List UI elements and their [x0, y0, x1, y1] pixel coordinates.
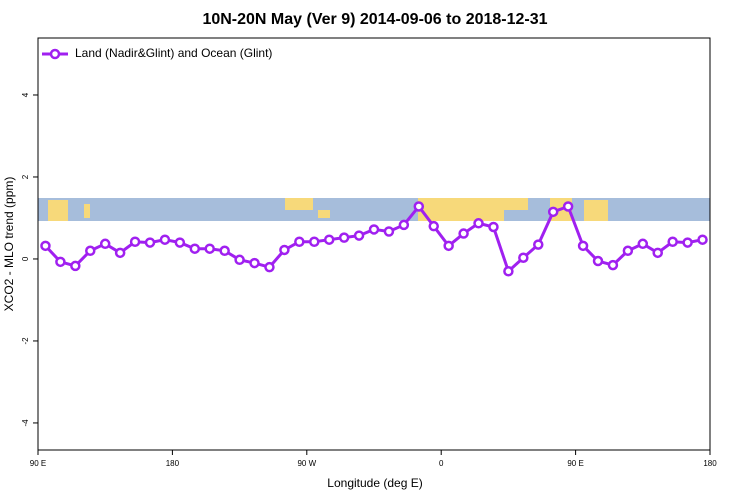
data-point [592, 255, 604, 267]
data-point [622, 245, 634, 257]
data-point [547, 206, 559, 218]
data-point [562, 201, 574, 212]
data-point [518, 252, 529, 263]
data-point [473, 218, 484, 229]
data-point [85, 245, 96, 257]
y-tick-label: -4 [21, 419, 30, 427]
data-point [219, 245, 230, 257]
data-point [99, 238, 111, 250]
x-tick-label: 90 E [567, 459, 583, 468]
data-point [174, 237, 186, 248]
data-point [40, 240, 51, 252]
data-point [697, 234, 708, 245]
land [584, 200, 608, 221]
land [418, 198, 504, 221]
data-point [129, 236, 141, 247]
ocean [38, 198, 710, 221]
y-axis-label: XCO2 - MLO trend (ppm) [2, 177, 16, 312]
data-point [249, 257, 260, 269]
legend-label: Land (Nadir&Glint) and Ocean (Glint) [75, 46, 272, 60]
data-point [264, 261, 275, 273]
data-point [398, 219, 410, 231]
plot-frame [37, 37, 711, 451]
data-point [428, 220, 439, 232]
y-tick-label: 2 [21, 174, 30, 179]
data-point [682, 237, 693, 248]
land [285, 198, 313, 210]
data-point [353, 230, 365, 241]
data-point [667, 236, 678, 247]
data-point [607, 259, 619, 271]
legend-marker [49, 48, 61, 60]
y-tick-label: -2 [21, 337, 30, 345]
data-point [294, 236, 305, 247]
data-point [338, 232, 350, 243]
data-point [114, 247, 126, 259]
data-point [159, 234, 171, 245]
data-point [309, 236, 320, 247]
x-tick-label: 180 [166, 459, 180, 468]
x-tick-label: 180 [703, 459, 717, 468]
data-point [70, 260, 81, 272]
data-point [488, 221, 499, 233]
x-axis-label: Longitude (deg E) [327, 476, 422, 490]
land [318, 210, 330, 218]
data-point [413, 201, 425, 212]
data-point [189, 243, 201, 254]
land [48, 200, 68, 221]
map-band [38, 198, 710, 221]
land [504, 198, 528, 210]
data-point [637, 238, 649, 250]
data-point [652, 247, 663, 259]
x-tick-label: 90 W [297, 459, 316, 468]
data-point [383, 226, 395, 237]
chart-title: 10N-20N May (Ver 9) 2014-09-06 to 2018-1… [202, 11, 547, 28]
data-point [144, 237, 156, 248]
data-point [234, 254, 245, 266]
land [84, 204, 90, 218]
data-point [577, 240, 589, 252]
y-tick-label: 0 [21, 256, 30, 261]
data-point [458, 228, 469, 239]
data-point [368, 224, 380, 235]
x-tick-label: 90 E [30, 459, 46, 468]
data-point [55, 256, 66, 268]
data-point [443, 240, 454, 252]
data-point [279, 244, 290, 256]
data-point [503, 266, 514, 277]
data-point [204, 243, 215, 254]
data-point [323, 234, 335, 245]
y-tick-label: 4 [21, 92, 30, 97]
x-tick-label: 0 [439, 459, 444, 468]
data-point [533, 239, 544, 250]
